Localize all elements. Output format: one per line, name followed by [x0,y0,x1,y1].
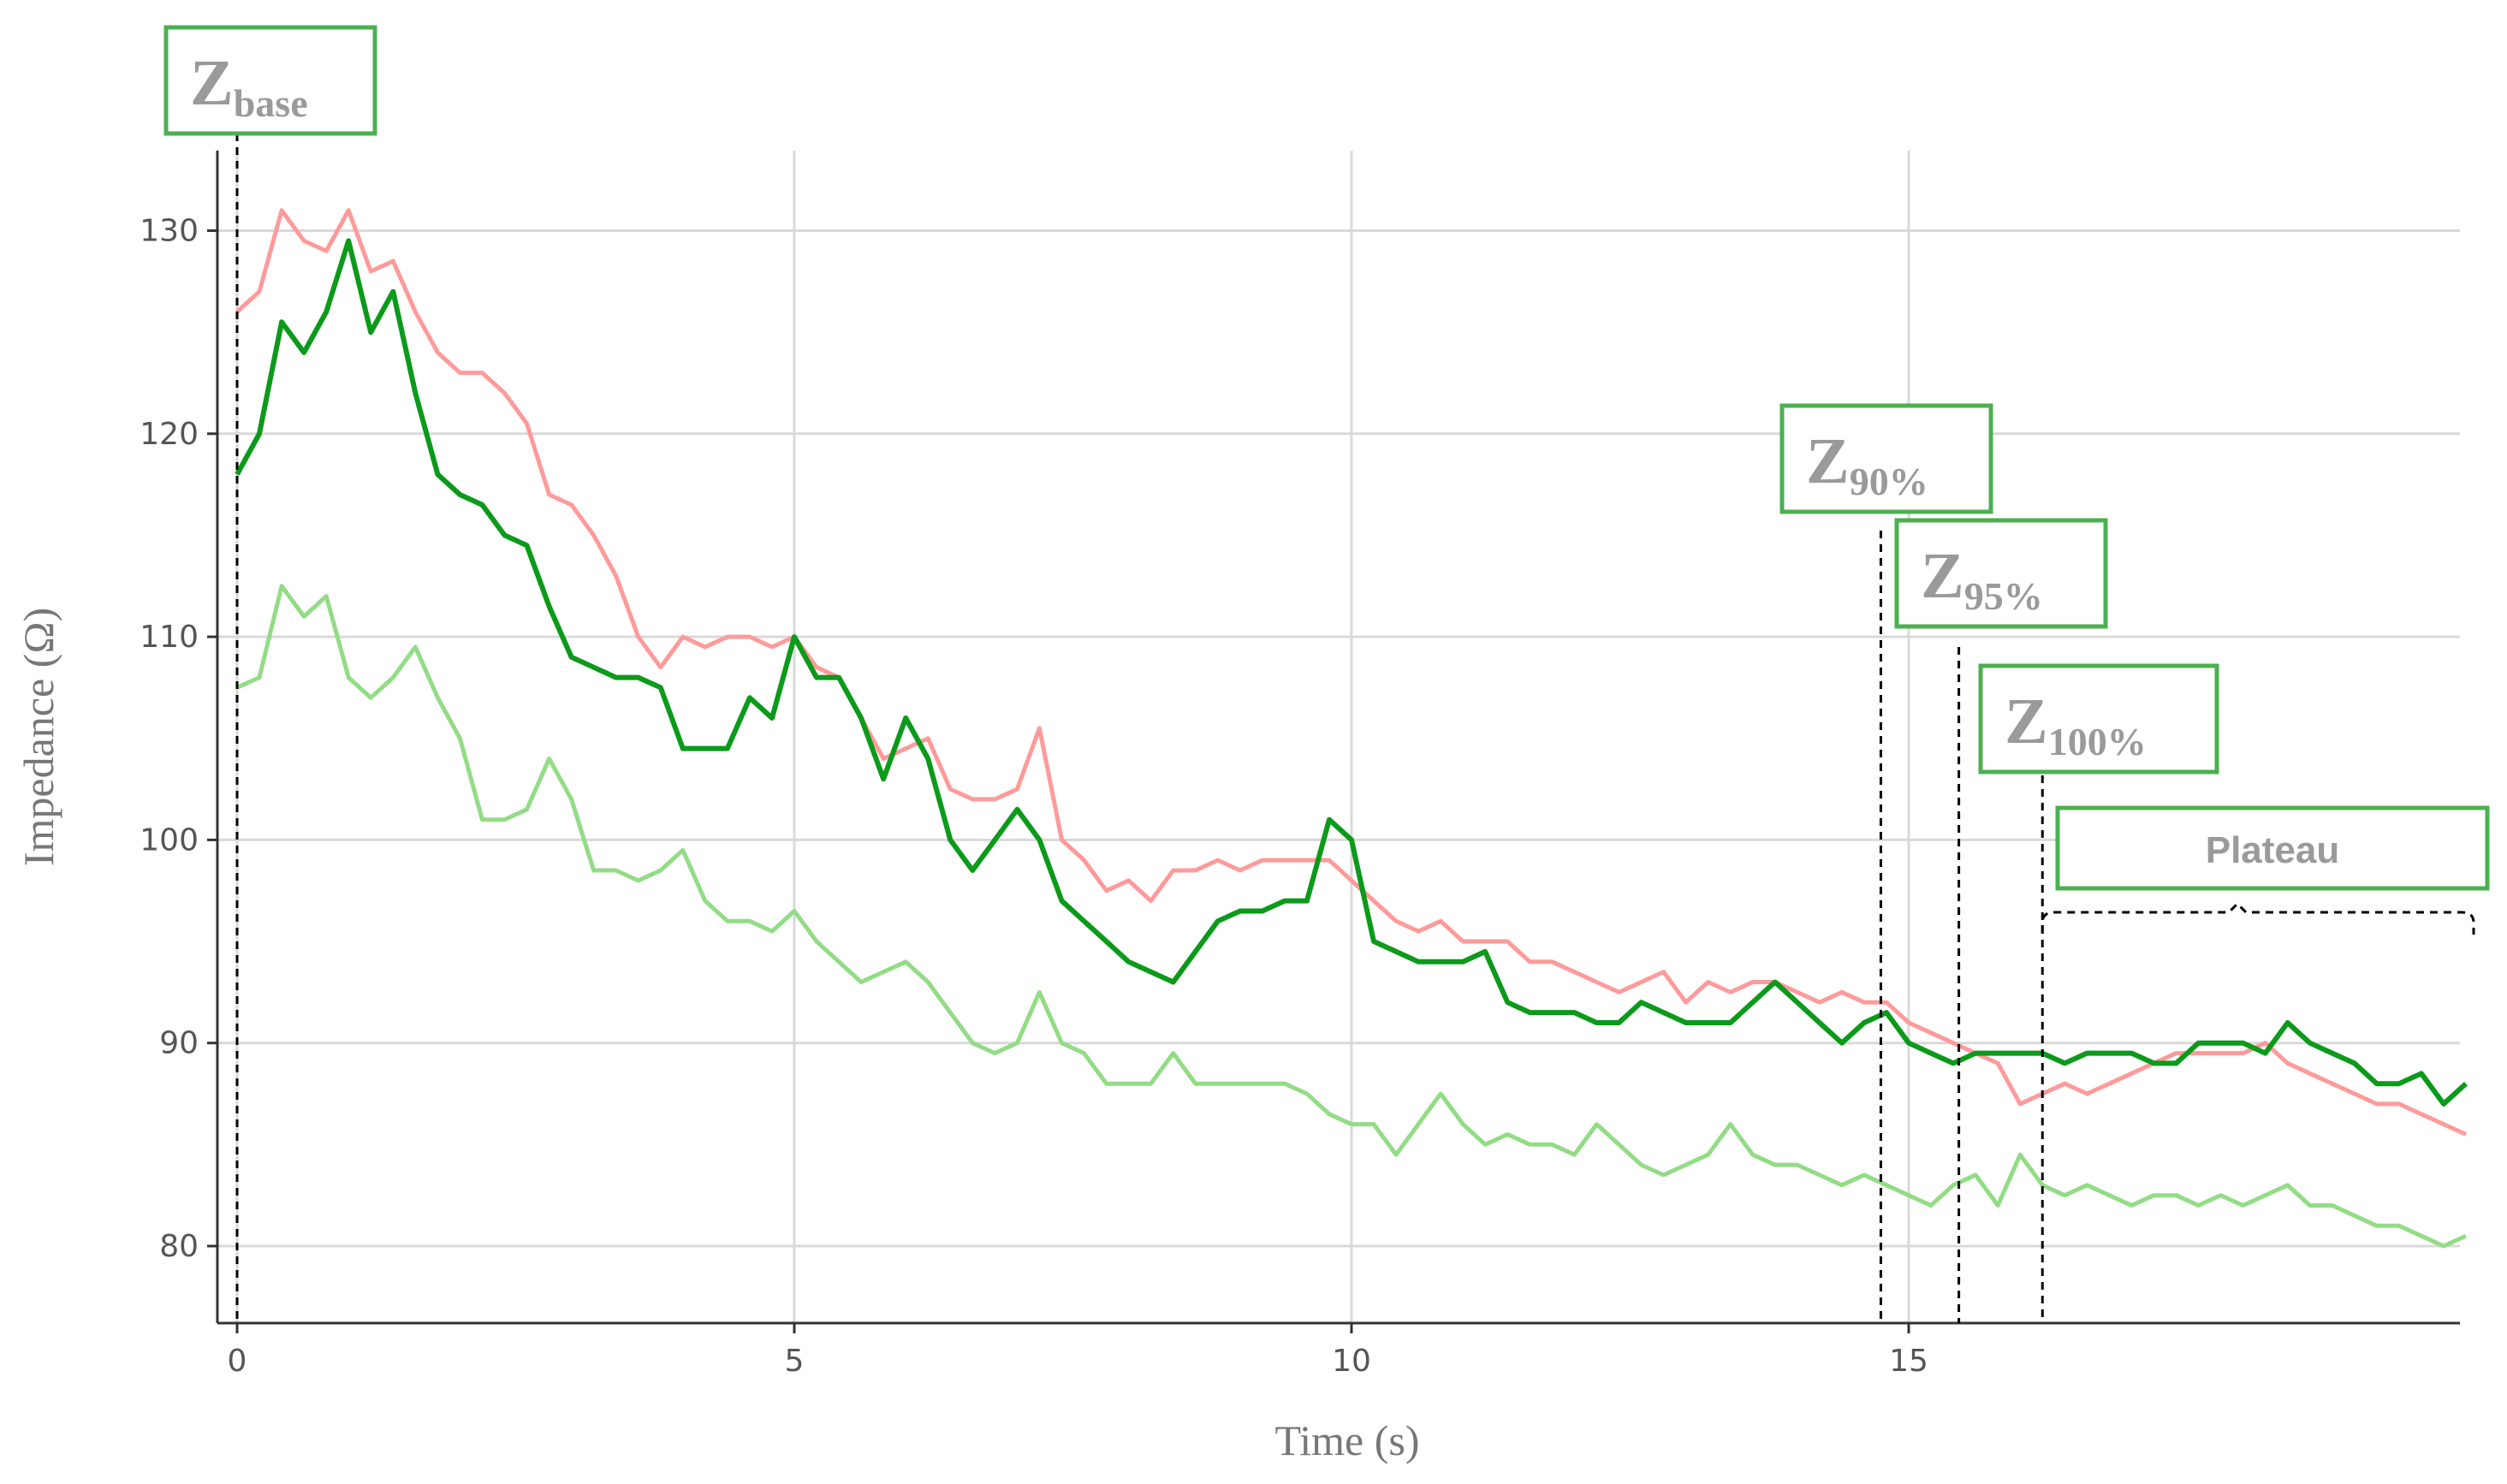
z-90-label: Z90% [1806,425,1928,503]
x-tick-label: 5 [785,1344,805,1379]
z-95-subscript: 95% [1964,574,2043,618]
z-100-subscript: 100% [2048,720,2147,763]
series-group [235,208,2468,1249]
y-tick-label: 130 [140,214,199,249]
y-tick-label: 80 [159,1229,199,1264]
z-90-subscript: 90% [1850,460,1928,503]
y-tick-label: 90 [159,1026,199,1061]
z-90-symbol: Z [1806,425,1850,497]
z-base-label: Zbase [190,47,308,125]
z-100-label-box [1978,663,2219,775]
z-base-label-box [163,25,377,136]
z-base-symbol: Z [190,47,234,119]
plateau-bracket [2041,901,2475,935]
z-95-symbol: Z [1921,540,1964,612]
z-95-label: Z95% [1921,540,2043,618]
y-axis-title: Impedance (Ω) [15,608,62,866]
z-100-symbol: Z [2005,686,2048,757]
z-95-label-box [1894,518,2108,629]
series-light-green-line [235,584,2468,1249]
annotation-markers [235,134,2475,1323]
series-pink-line [235,208,2468,1137]
tick-labels: 80 90 100 110 120 130 0 5 10 15 [140,214,1928,1380]
plateau-label-box [2055,805,2490,891]
x-axis-title: Time (s) [1274,1416,1419,1464]
grid-lines [217,151,2460,1323]
x-tick-label: 0 [228,1344,247,1379]
z-base-subscript: base [234,81,308,125]
y-tick-label: 110 [140,620,199,655]
y-tick-label: 100 [140,822,199,858]
series-dark-green-line [235,238,2468,1107]
axes [216,151,2460,1325]
x-tick-label: 15 [1889,1344,1928,1379]
plateau-label: Plateau [2206,829,2340,871]
x-tick-label: 10 [1332,1344,1371,1379]
z-90-label-box [1779,403,1993,514]
z-100-label: Z100% [2005,686,2147,763]
y-tick-label: 120 [140,417,199,452]
